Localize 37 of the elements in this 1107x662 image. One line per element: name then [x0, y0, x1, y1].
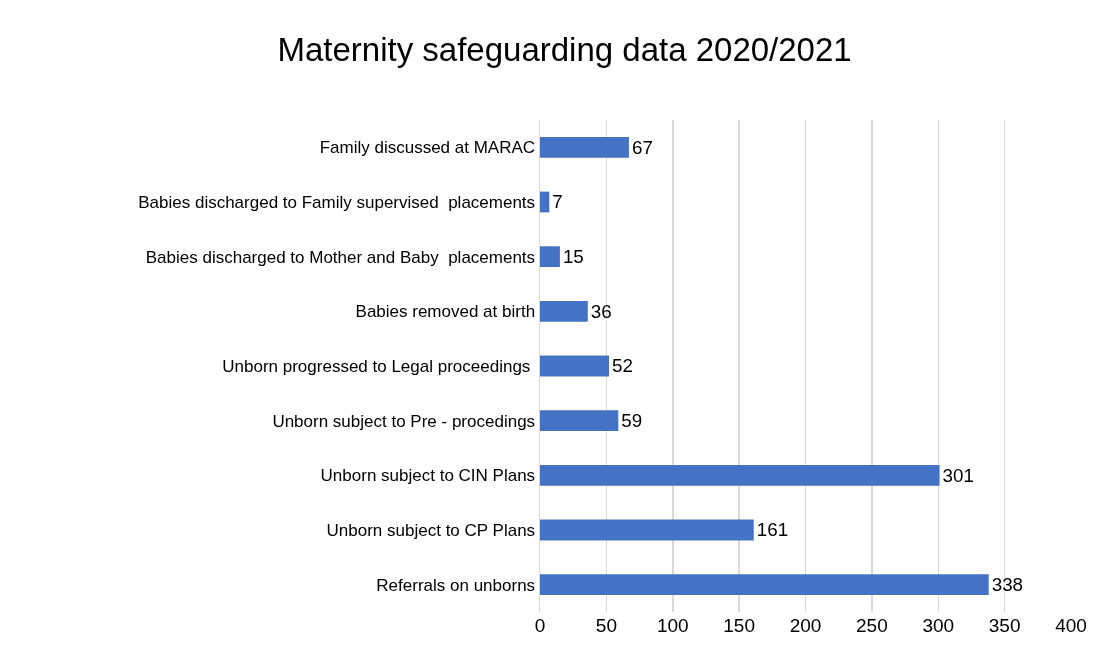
bar	[540, 191, 550, 213]
x-tick-label: 150	[723, 615, 755, 636]
x-tick-label: 0	[534, 615, 546, 636]
data-label: 52	[612, 355, 633, 377]
data-label: 67	[631, 136, 653, 158]
bar	[540, 574, 989, 596]
bar	[540, 355, 610, 377]
x-tick-label: 100	[656, 615, 689, 636]
y-tick-label: Babies discharged to Mother and Baby placements	[145, 247, 536, 267]
data-label: 15	[562, 246, 584, 268]
data-label: 59	[621, 410, 643, 432]
x-tick-label: 50	[595, 615, 617, 636]
data-label: 301	[942, 464, 974, 486]
y-tick-label: Unborn progressed to Legal proceedings	[222, 356, 536, 376]
y-tick-label: Family discussed at MARAC	[319, 138, 536, 158]
chart-title: Maternity safeguarding data 2020/2021	[277, 31, 852, 69]
y-tick-label: Babies removed at birth	[355, 302, 536, 322]
bar	[540, 136, 629, 158]
bar	[540, 300, 588, 322]
y-tick-label: Unborn subject to CP Plans	[326, 520, 536, 540]
bar	[540, 464, 940, 486]
data-label: 36	[590, 300, 612, 322]
y-tick-label: Unborn subject to CIN Plans	[320, 466, 536, 486]
x-tick-label: 300	[922, 615, 955, 636]
y-tick-label: Babies discharged to Family supervised placements	[138, 192, 536, 212]
data-label: 161	[756, 519, 789, 541]
bar	[540, 246, 560, 268]
x-tick-label: 200	[789, 615, 822, 636]
bar	[540, 410, 619, 432]
data-label: 7	[552, 191, 563, 213]
x-tick-label: 400	[1055, 615, 1087, 636]
y-tick-label: Unborn subject to Pre - procedings	[272, 411, 536, 431]
x-tick-label: 350	[988, 615, 1021, 636]
data-label: 338	[991, 574, 1024, 596]
bar	[540, 519, 754, 541]
x-tick-label: 250	[856, 615, 888, 636]
y-tick-label: Referrals on unborns	[376, 575, 536, 595]
